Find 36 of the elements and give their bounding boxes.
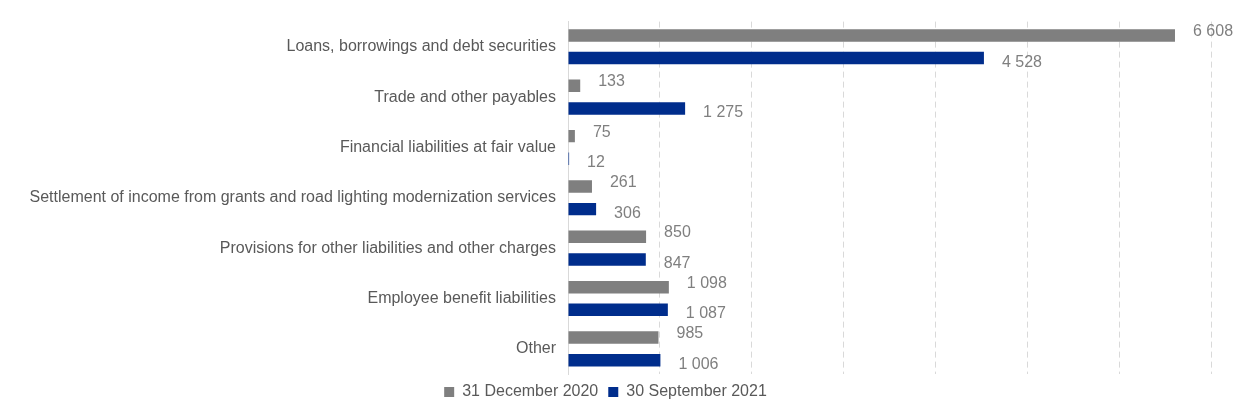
y-tick-label: Provisions for other liabilities and other charges [219,238,556,256]
bar [568,29,1175,42]
bar [568,79,581,93]
bar [568,303,668,317]
data-label: 1 006 [678,354,719,372]
data-label: 1 098 [686,273,727,291]
data-label: 985 [676,323,704,341]
bar [568,331,659,344]
bar [568,102,686,115]
bar [568,280,669,294]
data-label: 133 [598,72,626,90]
data-label: 75 [592,122,611,140]
y-tick-label: Financial liabilities at fair value [339,137,557,155]
bar [568,353,661,367]
data-label: 12 [587,153,605,171]
bar [568,51,984,65]
data-label: 1 275 [703,102,744,120]
y-tick-label: Trade and other payables [374,87,556,105]
data-label: 4 528 [1001,52,1043,70]
data-label: 261 [609,172,637,190]
bar [568,202,597,216]
data-label: 6 608 [1192,21,1234,39]
data-label: 847 [663,253,691,271]
bar [568,129,575,143]
data-label: 306 [614,203,641,221]
y-tick-label: Other [515,339,557,357]
y-tick-label: Employee benefit liabilities [367,288,556,306]
bar [568,180,592,193]
legend-label: 31 December 2020 [462,382,599,400]
y-tick-label: Loans, borrowings and debt securities [286,37,556,55]
bar [568,253,646,266]
bar [568,230,647,244]
data-label: 850 [664,223,691,241]
data-label: 1 087 [685,304,726,322]
y-tick-label: Settlement of income from grants and road lighting modernization services [29,188,556,206]
legend-label: 30 September 2021 [626,382,767,400]
